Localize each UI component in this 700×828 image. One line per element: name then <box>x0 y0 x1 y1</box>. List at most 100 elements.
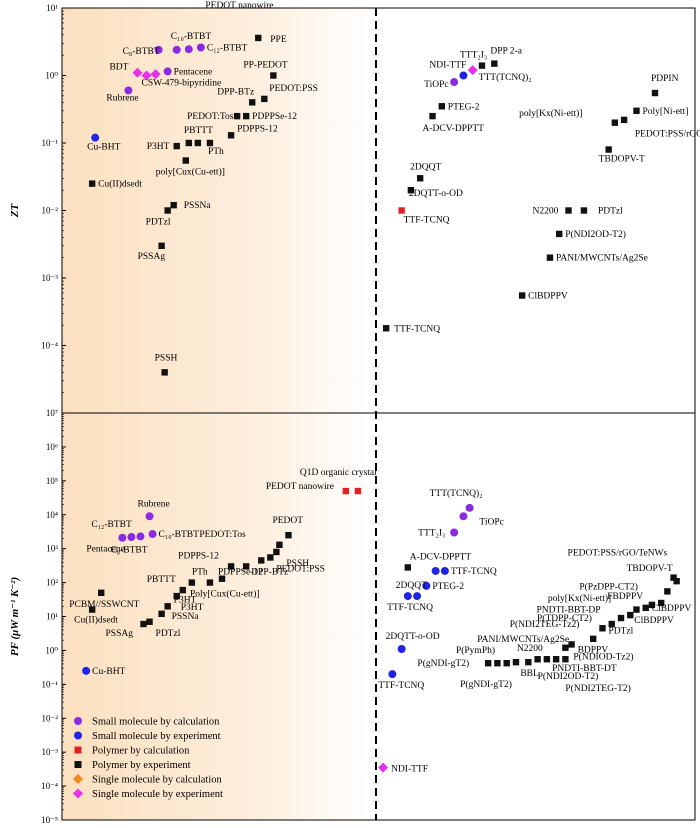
legend-marker <box>73 774 83 784</box>
data-point-label: 2DQTT-o-OD <box>386 632 440 642</box>
data-point-pf <box>648 601 656 609</box>
data-point-zt <box>255 34 262 42</box>
data-point-pf <box>403 592 412 601</box>
data-point-zt <box>91 133 100 142</box>
data-point-pf <box>148 530 157 539</box>
data-point-pf <box>158 610 165 618</box>
data-point-pf <box>494 659 501 667</box>
data-point-pf <box>218 575 226 582</box>
data-point-label: ClBDPPV <box>528 292 568 302</box>
data-point-label: C₈-BTBT <box>110 545 147 555</box>
data-point-label: PDPPS-12 <box>178 551 219 561</box>
y-axis-label-pf: PF (μW m⁻¹ K⁻²) <box>9 577 21 656</box>
region-right-background <box>376 8 695 820</box>
data-point-pf <box>140 620 147 628</box>
data-point-label: Pentacene <box>174 67 213 77</box>
data-point-pf <box>431 566 440 575</box>
data-point-label: TBDOPV-T <box>627 564 673 574</box>
data-point-label: PANI/MWCNTs/Ag2Se <box>477 635 569 645</box>
data-point-zt <box>206 139 214 147</box>
legend-label: Single molecule by experiment <box>92 789 223 800</box>
legend-label: Polymer by experiment <box>92 760 191 771</box>
data-point-label: NDI-TTF <box>391 765 428 775</box>
data-point-label: PSSNa <box>172 612 200 622</box>
data-point-zt <box>605 146 612 153</box>
data-point-label: PEDOT:PSS/rGO/TeNWs <box>635 130 700 140</box>
data-point-label: TTT(TCNQ)₂ <box>479 72 532 83</box>
data-point-zt <box>184 45 193 54</box>
data-point-pf <box>568 641 575 648</box>
data-point-pf <box>136 532 145 541</box>
data-point-zt <box>580 207 588 214</box>
data-point-label: P3HT <box>181 603 204 613</box>
data-point-label: P(NDIOD-Tz2) <box>573 652 633 663</box>
data-point-label: P(PymPh) <box>456 645 495 656</box>
data-point-label: PEDOT:Tos <box>187 112 234 122</box>
data-point-pf <box>440 566 449 575</box>
data-point-label: poly[Kx(Ni-ett)] <box>519 108 582 119</box>
data-point-pf <box>118 533 127 542</box>
data-point-label: P(gNDI-gT2) <box>460 679 512 690</box>
data-point-label: PP-PEDOT <box>243 61 288 71</box>
data-point-label: PDTzl <box>146 218 171 228</box>
data-point-pf <box>145 512 154 521</box>
data-point-label: PSSH <box>286 559 309 569</box>
data-point-label: PCBM//SSWCNT <box>69 600 139 610</box>
data-point-label: poly[Cux(Cu-ett)] <box>156 167 225 178</box>
data-point-label: PTh <box>192 568 208 578</box>
data-point-label: PANI/MWCNTs/Ag2Se <box>556 254 648 264</box>
data-point-label: P(TDPP-CT2) <box>537 613 592 624</box>
data-point-label: PTEG-2 <box>448 102 480 112</box>
data-point-zt <box>270 72 277 79</box>
data-point-label: TTT(TCNQ)₂ <box>430 488 483 499</box>
data-point-label: 2DQTT-o-OD <box>409 189 463 199</box>
data-point-zt <box>88 180 96 187</box>
data-point-zt <box>261 95 268 103</box>
data-point-label: N2200 <box>517 644 543 654</box>
data-point-zt <box>170 201 177 209</box>
data-point-label: PEDOT:PSS <box>276 564 325 574</box>
data-point-zt <box>249 99 256 106</box>
data-point-zt <box>182 157 189 164</box>
data-point-label: Cu(II)dsedt <box>74 615 118 626</box>
data-point-label: PDTzl <box>608 626 633 636</box>
legend-marker <box>74 731 82 740</box>
data-point-label: FBDPPV <box>607 592 643 602</box>
data-point-label: PDTzl <box>156 629 181 639</box>
data-point-zt <box>467 65 478 76</box>
data-point-label: A-DCV-DPPTT <box>410 552 472 562</box>
y-tick-label: 10⁶ <box>46 442 58 452</box>
data-point-pf <box>388 670 397 679</box>
legend-label: Polymer by calculation <box>92 746 190 757</box>
data-point-zt <box>459 71 468 80</box>
data-point-zt <box>633 107 640 114</box>
data-point-label: P(NDI2OD-T2) <box>565 229 626 240</box>
y-tick-label: 10⁻³ <box>42 273 59 283</box>
data-point-zt <box>429 112 436 120</box>
y-tick-label: 10⁷ <box>46 408 58 418</box>
data-point-label: PDPPS-12 <box>237 124 278 134</box>
data-point-pf <box>179 586 186 594</box>
data-point-pf <box>258 557 265 564</box>
data-point-label: PBTTT <box>184 126 213 136</box>
data-point-label: DPP-BTz <box>217 87 254 97</box>
data-point-pf <box>188 579 196 586</box>
data-point-label: A-DCV-DPPTT <box>423 124 485 134</box>
data-point-label: C₁₂-BTBT <box>91 520 132 530</box>
data-point-pf <box>525 658 532 666</box>
data-point-label: PSSAg <box>106 629 134 639</box>
y-tick-label: 10⁻⁴ <box>41 781 58 791</box>
data-point-label: TiOPc <box>424 80 448 90</box>
data-point-zt <box>173 142 180 150</box>
data-point-label: Rubrene <box>138 499 170 509</box>
data-point-label: ClBDPPV <box>634 616 674 626</box>
data-point-pf <box>450 528 459 537</box>
data-point-label: PDTzl <box>598 207 623 217</box>
data-point-pf <box>599 625 606 632</box>
y-tick-label: 10⁵ <box>46 476 58 486</box>
legend-label: Small molecule by experiment <box>92 731 221 742</box>
data-point-label: TBDOPV-T <box>599 155 645 165</box>
y-tick-label: 10⁴ <box>46 510 58 520</box>
data-point-zt <box>132 67 143 78</box>
